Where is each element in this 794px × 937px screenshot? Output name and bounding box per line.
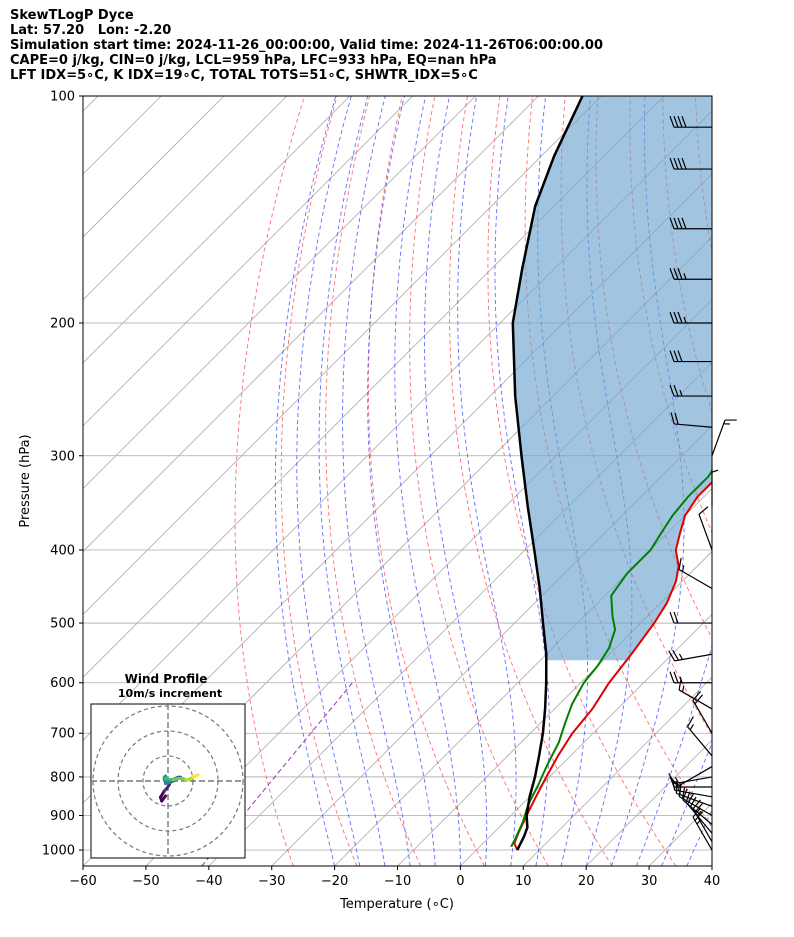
dry-adiabat-line bbox=[448, 96, 613, 866]
x-tick-label: −20 bbox=[321, 874, 348, 889]
wind-barb bbox=[687, 716, 713, 757]
dry-adiabat-line bbox=[367, 96, 485, 866]
isotherm-line bbox=[83, 96, 288, 301]
moist-adiabat-line bbox=[342, 96, 411, 866]
cape-area bbox=[512, 96, 712, 661]
isotherm-line bbox=[711, 865, 712, 866]
y-tick-label: 800 bbox=[50, 770, 75, 785]
moist-adiabat-line bbox=[394, 96, 461, 866]
moist-adiabat-line bbox=[296, 96, 361, 866]
location-text: Lat: 57.20 Lon: -2.20 bbox=[10, 23, 172, 38]
y-tick-label: 600 bbox=[50, 676, 75, 691]
dry-adiabat-line bbox=[409, 96, 549, 866]
moist-adiabat-line bbox=[686, 808, 712, 866]
chart-title: SkewTLogP Dyce bbox=[10, 8, 134, 23]
moist-adiabat-line bbox=[711, 864, 712, 866]
wind-barb bbox=[678, 557, 713, 590]
hodograph-content bbox=[91, 704, 245, 858]
profile-lines bbox=[510, 96, 712, 851]
y-tick-label: 200 bbox=[50, 316, 75, 331]
dry-adiabat-line bbox=[487, 96, 677, 866]
moist-adiabat-line bbox=[636, 644, 712, 866]
x-axis-label: Temperature (∘C) bbox=[339, 897, 454, 912]
hodograph-title: Wind Profile bbox=[125, 672, 208, 686]
isotherm-line bbox=[83, 96, 476, 490]
isotherm-line bbox=[83, 96, 225, 238]
index-text: LFT IDX=5∘C, K IDX=19∘C, TOTAL TOTS=51∘C… bbox=[10, 68, 478, 83]
axes: −60 −50 −40 −30 −20 −10 0 10 20 30 40 100 200 300 400 5… bbox=[42, 90, 720, 890]
x-tick-label: −30 bbox=[258, 874, 285, 889]
x-tick-label: 0 bbox=[456, 874, 464, 889]
wind-barb bbox=[669, 671, 712, 684]
x-tick-label: −60 bbox=[69, 874, 96, 889]
wind-barb bbox=[669, 217, 712, 230]
dry-adiabat-line bbox=[728, 96, 794, 866]
x-tick-label: 10 bbox=[515, 874, 532, 889]
y-tick-label: 1000 bbox=[42, 844, 75, 859]
moist-adiabat-line bbox=[367, 96, 436, 866]
wind-barb bbox=[669, 311, 712, 324]
wind-barb bbox=[669, 268, 712, 280]
x-tick-label: 30 bbox=[641, 874, 658, 889]
wind-barb bbox=[711, 419, 737, 456]
wind-barb bbox=[692, 690, 713, 734]
x-tick-label: 40 bbox=[704, 874, 721, 889]
wind-barb bbox=[669, 611, 712, 624]
wind-barb bbox=[668, 649, 713, 662]
x-tick-label: 20 bbox=[578, 874, 595, 889]
wind-barb bbox=[669, 116, 712, 128]
moist-adiabat-line bbox=[661, 741, 712, 866]
cape-text: CAPE=0 j/kg, CIN=0 j/kg, LCL=959 hPa, LF… bbox=[10, 53, 497, 68]
mixing-ratio-line bbox=[201, 682, 353, 866]
moist-adiabat-line bbox=[457, 96, 517, 866]
dry-adiabat-line bbox=[761, 96, 794, 866]
y-tick-label: 100 bbox=[50, 90, 75, 105]
parcel-line bbox=[511, 96, 584, 851]
isotherm-line bbox=[334, 488, 712, 866]
temperature-line bbox=[513, 480, 712, 851]
time-text: Simulation start time: 2024-11-26_00:00:… bbox=[10, 38, 603, 53]
dewpoint-line bbox=[510, 469, 712, 848]
y-tick-label: 300 bbox=[50, 449, 75, 464]
moist-adiabat-line bbox=[318, 96, 386, 866]
wind-barb bbox=[698, 506, 713, 551]
x-tick-label: −40 bbox=[195, 874, 222, 889]
isotherm-line bbox=[83, 96, 602, 615]
dry-adiabat-line bbox=[280, 96, 358, 866]
isotherm-line bbox=[83, 96, 351, 364]
x-tick-label: −50 bbox=[132, 874, 159, 889]
isotherm-line bbox=[397, 550, 712, 866]
y-tick-label: 500 bbox=[50, 617, 75, 632]
hodograph-segment bbox=[194, 773, 200, 778]
isotherm-line bbox=[83, 96, 539, 553]
wind-barb bbox=[711, 468, 719, 507]
wind-barb bbox=[670, 412, 713, 428]
moist-adiabat-line bbox=[274, 96, 337, 866]
dry-adiabat-line bbox=[325, 96, 422, 866]
wind-barb bbox=[669, 157, 712, 170]
hodograph-subtitle: 10m/s increment bbox=[118, 687, 222, 700]
isotherm-line bbox=[460, 613, 712, 866]
x-tick-label: −10 bbox=[384, 874, 411, 889]
y-tick-label: 400 bbox=[50, 543, 75, 558]
wind-barb bbox=[669, 350, 712, 363]
y-tick-label: 900 bbox=[50, 809, 75, 824]
dry-adiabat-line bbox=[234, 96, 305, 866]
wind-barb bbox=[669, 766, 713, 787]
hodograph: Wind Profile 10m/s increment bbox=[90, 672, 246, 859]
y-tick-label: 700 bbox=[50, 727, 75, 742]
moist-adiabat-line bbox=[737, 96, 794, 866]
wind-barb bbox=[668, 773, 713, 785]
moist-adiabat-line bbox=[424, 96, 488, 866]
isotherm-line bbox=[83, 96, 413, 427]
wind-barb bbox=[669, 384, 712, 397]
y-axis-label: Pressure (hPa) bbox=[18, 434, 33, 527]
